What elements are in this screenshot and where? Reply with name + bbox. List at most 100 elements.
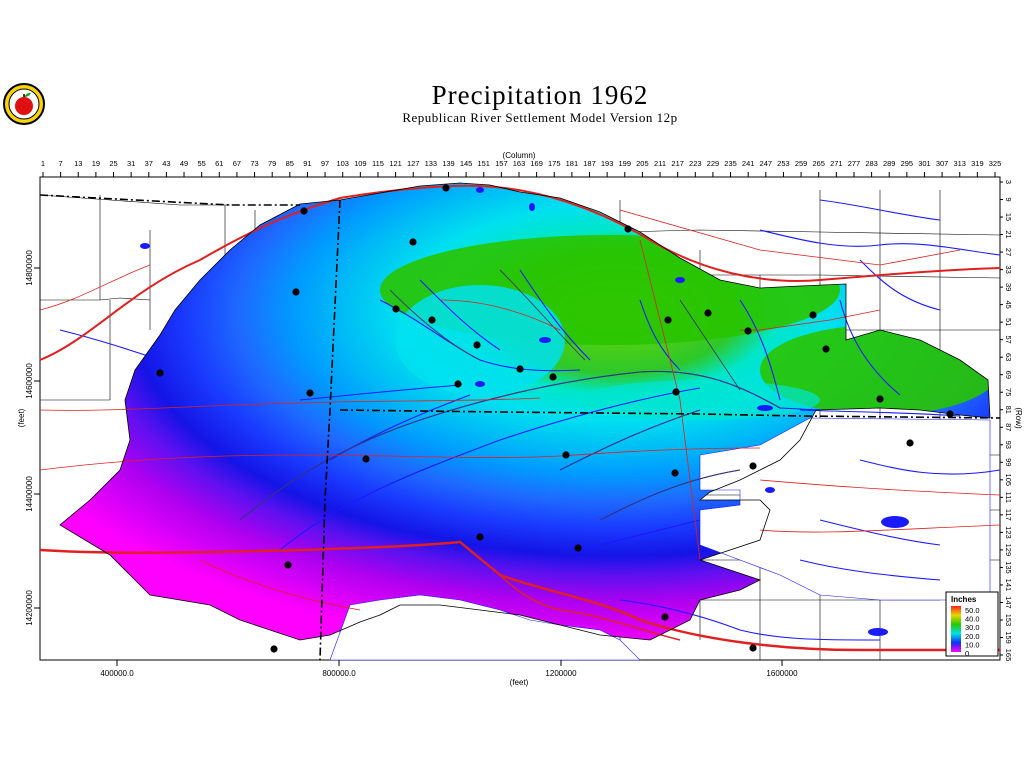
column-tick-label: 289 xyxy=(883,159,896,168)
legend-title: Inches xyxy=(951,595,977,604)
column-tick-label: 139 xyxy=(442,159,455,168)
column-tick-label: 193 xyxy=(601,159,614,168)
column-tick-label: 157 xyxy=(495,159,508,168)
column-tick-label: 169 xyxy=(530,159,543,168)
row-tick-label: 105 xyxy=(1004,474,1013,487)
column-tick-label: 199 xyxy=(619,159,632,168)
gauge-stations xyxy=(156,184,954,653)
column-tick-label: 25 xyxy=(109,159,117,168)
row-tick-label: 33 xyxy=(1004,265,1013,273)
column-tick-label: 247 xyxy=(760,159,773,168)
column-tick-label: 43 xyxy=(162,159,170,168)
row-tick-label: 81 xyxy=(1004,406,1013,414)
column-tick-label: 313 xyxy=(953,159,966,168)
column-tick-label: 223 xyxy=(689,159,702,168)
row-tick-label: 123 xyxy=(1004,526,1013,539)
column-tick-label: 73 xyxy=(250,159,258,168)
row-axis: 3915212733394551576369758187939910511111… xyxy=(1000,180,1013,661)
column-tick-label: 127 xyxy=(407,159,420,168)
column-tick-label: 259 xyxy=(795,159,808,168)
legend-item-label: 30.0 xyxy=(965,623,980,632)
legend-item-label: 0 xyxy=(965,649,969,658)
column-axis-label: (Column) xyxy=(503,151,536,160)
column-tick-label: 115 xyxy=(372,159,384,168)
row-tick-label: 15 xyxy=(1004,213,1013,221)
column-tick-label: 241 xyxy=(742,159,755,168)
column-tick-label: 85 xyxy=(286,159,294,168)
column-tick-label: 271 xyxy=(830,159,843,168)
column-tick-label: 205 xyxy=(636,159,649,168)
column-tick-label: 151 xyxy=(477,159,490,168)
y-tick-label: 14400000 xyxy=(25,476,34,512)
x-tick-labels: 400000.0 800000.0 1200000 1600000 xyxy=(100,660,798,678)
legend-item-label: 10.0 xyxy=(965,640,980,649)
column-tick-label: 7 xyxy=(59,159,63,168)
row-tick-label: 51 xyxy=(1004,318,1013,326)
column-tick-label: 175 xyxy=(548,159,561,168)
row-tick-label: 75 xyxy=(1004,388,1013,396)
row-tick-label: 129 xyxy=(1004,544,1013,557)
x-tick-label: 800000.0 xyxy=(322,669,356,678)
row-tick-label: 21 xyxy=(1004,230,1013,238)
row-tick-label: 135 xyxy=(1004,561,1013,574)
row-tick-label: 63 xyxy=(1004,353,1013,361)
apple-seal-icon xyxy=(2,82,46,126)
state-boundaries xyxy=(39,194,1001,661)
legend-item-label: 50.0 xyxy=(965,606,980,615)
row-axis-label: (Row) xyxy=(1014,407,1023,429)
y-tick-labels: 14800000 14600000 14400000 14200000 xyxy=(25,250,40,626)
row-tick-label: 117 xyxy=(1004,509,1013,521)
column-tick-label: 61 xyxy=(215,159,223,168)
row-tick-label: 153 xyxy=(1004,614,1013,627)
column-tick-label: 49 xyxy=(180,159,188,168)
road-network xyxy=(39,184,1001,652)
row-tick-label: 111 xyxy=(1004,492,1013,503)
row-tick-label: 165 xyxy=(1004,649,1013,662)
column-tick-label: 211 xyxy=(654,159,666,168)
column-tick-label: 79 xyxy=(268,159,276,168)
row-tick-label: 45 xyxy=(1004,300,1013,308)
legend-item-label: 20.0 xyxy=(965,632,980,641)
column-tick-label: 31 xyxy=(127,159,135,168)
column-tick-label: 1 xyxy=(41,159,45,168)
row-tick-label: 3 xyxy=(1004,180,1013,184)
column-tick-label: 91 xyxy=(303,159,311,168)
row-tick-label: 159 xyxy=(1004,631,1013,644)
row-tick-label: 57 xyxy=(1004,335,1013,343)
column-tick-label: 181 xyxy=(566,159,579,168)
column-tick-label: 277 xyxy=(848,159,861,168)
column-tick-label: 295 xyxy=(901,159,914,168)
column-tick-label: 67 xyxy=(233,159,241,168)
y-tick-label: 14200000 xyxy=(25,590,34,626)
column-tick-label: 307 xyxy=(936,159,949,168)
x-tick-label: 400000.0 xyxy=(100,669,134,678)
reservoirs xyxy=(140,187,909,636)
map-title: Precipitation 1962 xyxy=(431,80,649,110)
column-tick-label: 121 xyxy=(389,159,402,168)
column-tick-label: 109 xyxy=(354,159,367,168)
column-tick-label: 229 xyxy=(707,159,720,168)
row-tick-label: 69 xyxy=(1004,371,1013,379)
y-tick-label: 14800000 xyxy=(25,250,34,286)
row-tick-label: 147 xyxy=(1004,596,1013,609)
row-tick-label: 87 xyxy=(1004,423,1013,431)
x-axis-label: (feet) xyxy=(510,678,529,687)
y-tick-label: 14600000 xyxy=(25,363,34,399)
x-tick-label: 1600000 xyxy=(766,669,798,678)
column-tick-label: 103 xyxy=(336,159,349,168)
basin-boundary xyxy=(59,182,991,641)
column-tick-label: 37 xyxy=(145,159,153,168)
column-tick-label: 265 xyxy=(812,159,825,168)
column-tick-label: 235 xyxy=(724,159,737,168)
column-tick-label: 55 xyxy=(197,159,205,168)
row-tick-label: 27 xyxy=(1004,248,1013,256)
column-tick-label: 13 xyxy=(74,159,82,168)
row-tick-label: 39 xyxy=(1004,283,1013,291)
column-tick-label: 163 xyxy=(513,159,526,168)
column-axis: 1 7 13 19 25 31 37 43 49 55 61 67 73 79 85 91 97 103 109 11… xyxy=(41,159,1001,177)
y-axis-label: (feet) xyxy=(17,408,26,427)
row-tick-label: 93 xyxy=(1004,441,1013,449)
x-tick-label: 1200000 xyxy=(545,669,577,678)
legend: Inches 50.040.030.020.010.00 xyxy=(945,591,999,658)
